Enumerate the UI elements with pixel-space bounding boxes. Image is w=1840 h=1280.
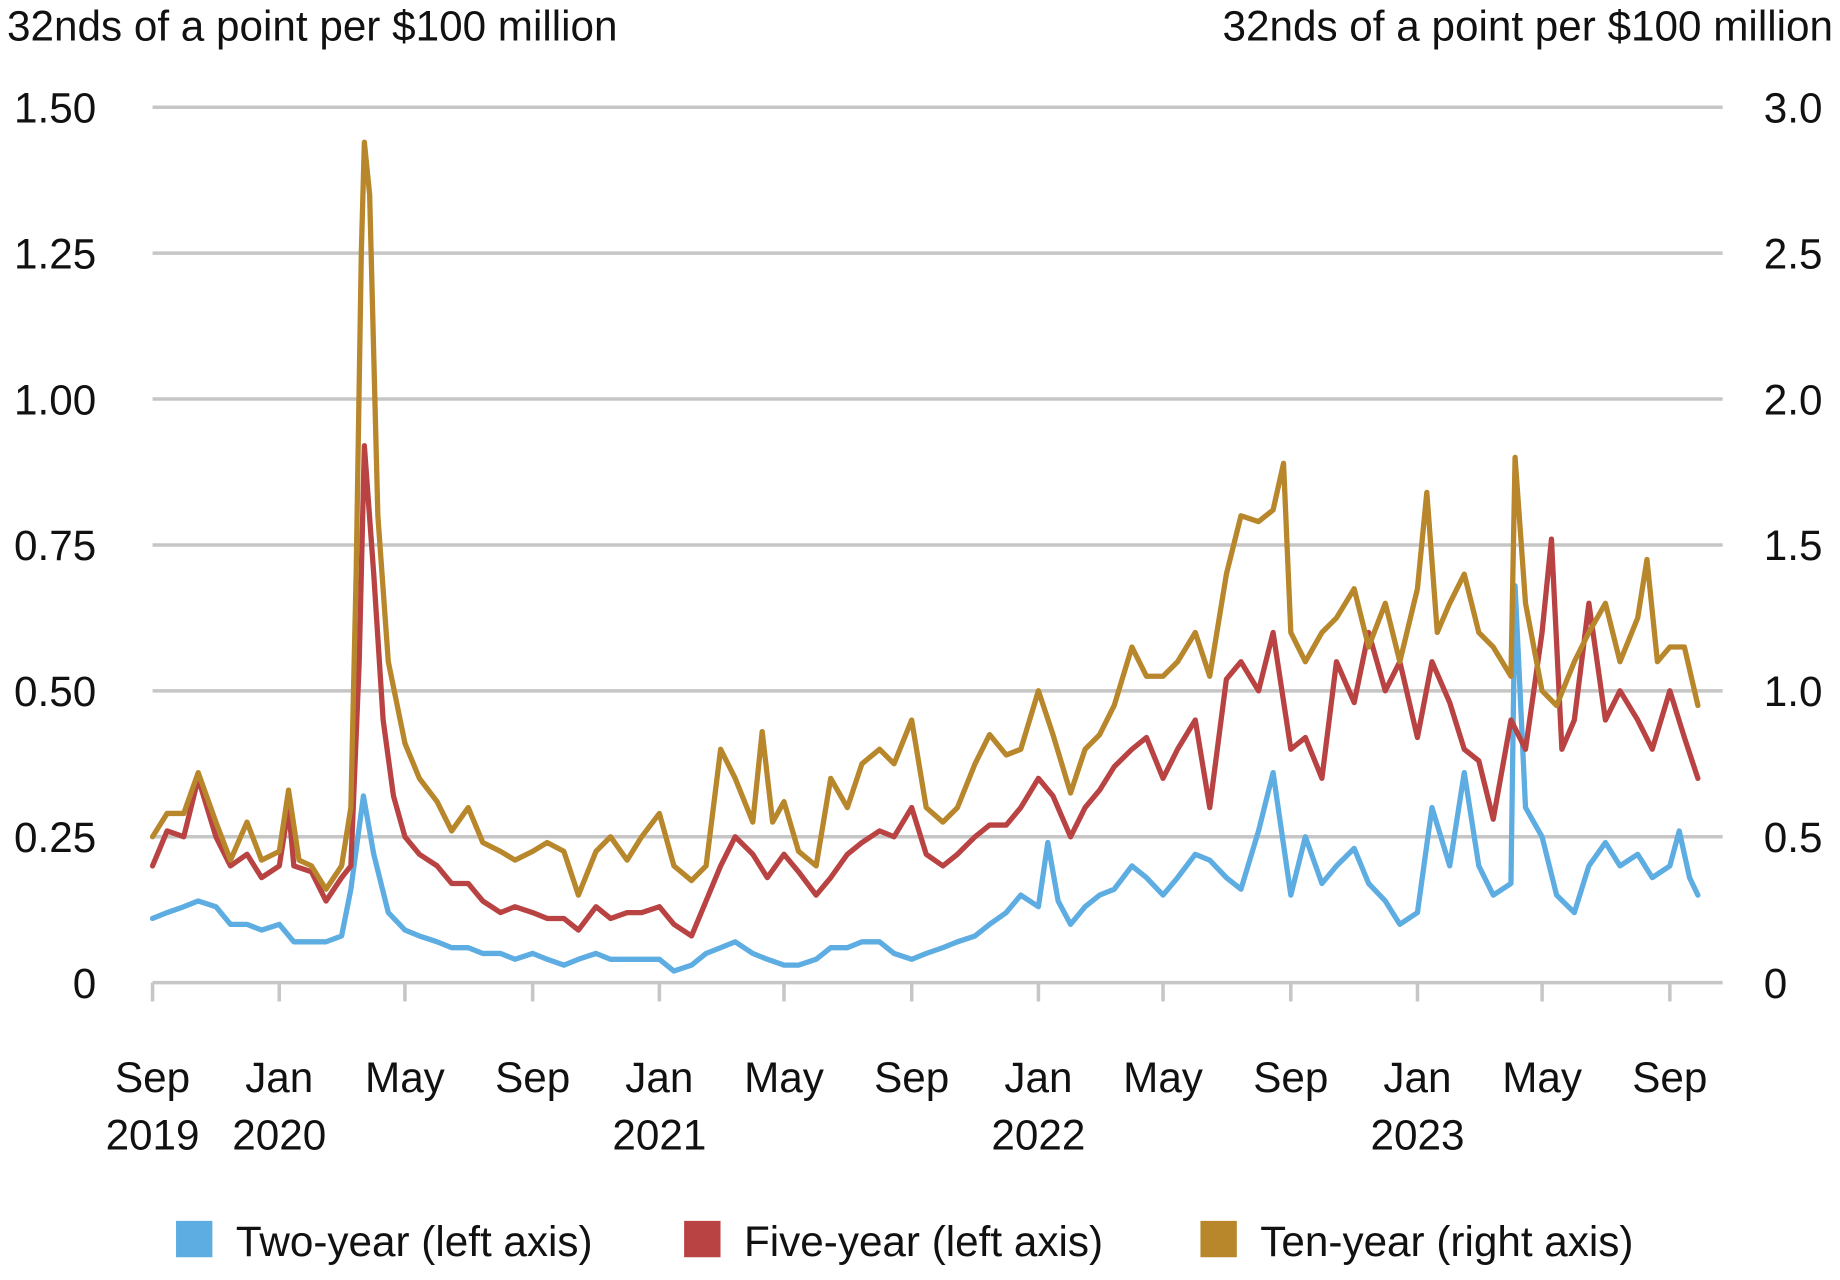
right-tick-label: 2.5 — [1764, 230, 1823, 277]
left-tick-label: 1.00 — [14, 376, 96, 423]
left-axis-ticks: 0 0.25 0.50 0.75 1.00 1.25 1.50 — [14, 84, 96, 1006]
left-tick-label: 0.25 — [14, 814, 96, 861]
legend-swatch — [1200, 1220, 1237, 1258]
x-tick-label: May — [1123, 1054, 1204, 1101]
x-tick-label: Jan — [245, 1054, 313, 1101]
left-tick-label: 0 — [73, 960, 96, 1007]
series-line-two-year — [149, 583, 1701, 974]
x-tick-year-label: 2020 — [232, 1111, 326, 1158]
x-tick-year-label: 2022 — [991, 1111, 1085, 1158]
legend-label: Five-year (left axis) — [744, 1218, 1103, 1265]
right-tick-label: 2.0 — [1764, 376, 1823, 423]
x-tick-label: Sep — [1632, 1054, 1707, 1101]
gridlines — [152, 105, 1723, 985]
x-tick-label: Jan — [1004, 1054, 1072, 1101]
legend-swatch — [176, 1220, 213, 1258]
right-tick-label: 3.0 — [1764, 84, 1823, 131]
x-tick-label: May — [365, 1054, 446, 1101]
left-axis-label: 32nds of a point per $100 million — [7, 2, 617, 49]
right-tick-label: 0.5 — [1764, 814, 1823, 861]
x-tick-label: Jan — [1383, 1054, 1451, 1101]
x-tick-year-label: 2021 — [612, 1111, 706, 1158]
right-tick-label: 1.0 — [1764, 668, 1823, 715]
x-tick-label: Jan — [625, 1054, 693, 1101]
x-tick-label: Sep — [115, 1054, 190, 1101]
left-tick-label: 0.75 — [14, 522, 96, 569]
x-tick-label: Sep — [495, 1054, 570, 1101]
left-tick-label: 1.25 — [14, 230, 96, 277]
left-tick-label: 1.50 — [14, 84, 96, 131]
series-line-five-year — [149, 443, 1701, 939]
left-tick-label: 0.50 — [14, 668, 96, 715]
x-tick-label: May — [744, 1054, 825, 1101]
x-tick-label: May — [1502, 1054, 1583, 1101]
right-tick-label: 0 — [1764, 960, 1788, 1007]
x-tick-year-label: 2019 — [106, 1111, 200, 1158]
right-axis-ticks: 0 0.5 1.0 1.5 2.0 2.5 3.0 — [1764, 84, 1823, 1006]
right-tick-label: 1.5 — [1764, 522, 1823, 569]
right-axis-label: 32nds of a point per $100 million — [1222, 2, 1832, 49]
x-tick-label: Sep — [1253, 1054, 1328, 1101]
legend-label: Two-year (left axis) — [236, 1218, 593, 1265]
series-lines — [149, 139, 1701, 974]
x-tick-year-label: 2023 — [1370, 1111, 1464, 1158]
legend-label: Ten-year (right axis) — [1260, 1218, 1633, 1265]
legend: Two-year (left axis) Five-year (left axis… — [176, 1218, 1633, 1265]
x-axis-ticks: Sep 2019 Jan 2020 May Sep Jan 2021 May Sep Jan 2022… — [106, 982, 1707, 1158]
series-line-ten-year — [149, 139, 1701, 898]
legend-swatch — [684, 1220, 721, 1258]
x-tick-label: Sep — [874, 1054, 949, 1101]
